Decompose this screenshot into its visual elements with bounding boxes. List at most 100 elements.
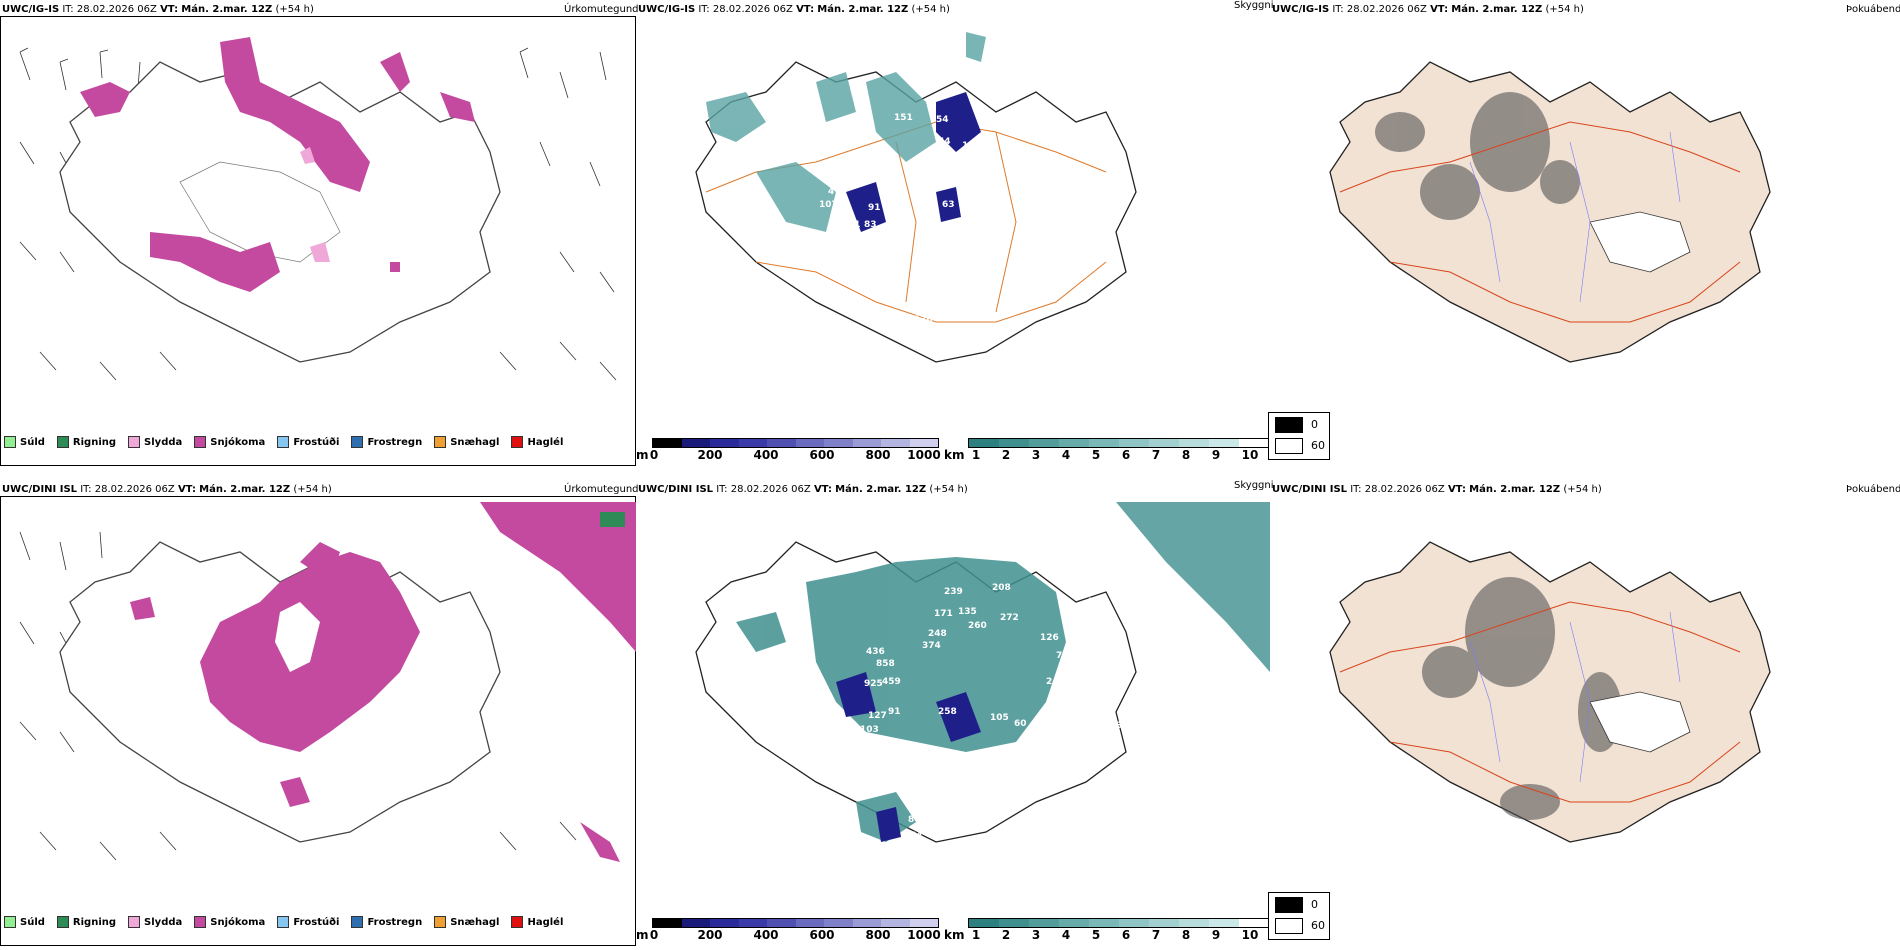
lead-time: (+54 h) xyxy=(293,484,332,495)
fog-key-label: 60 xyxy=(1311,439,1325,452)
row-igis: UWC/IG-IS IT: 28.02.2026 06Z VT: Mán. 2.… xyxy=(0,0,1900,470)
cloud-map: 151 54 54 118 100 18 73 47 107 91 99 63 … xyxy=(695,32,1137,363)
cloud-value-label: 105 xyxy=(990,713,1009,723)
vis-swatch xyxy=(1239,439,1269,447)
iceland-outline xyxy=(1329,541,1771,843)
cloud-map: 562 239 208 171 135 272 260 248 374 336 … xyxy=(695,502,1270,857)
cb-swatch xyxy=(710,439,739,447)
header: UWC/DINI ISL IT: 28.02.2026 06Z VT: Mán.… xyxy=(638,484,968,495)
cb-swatch xyxy=(738,919,767,927)
vis-swatch xyxy=(969,919,999,927)
swatch xyxy=(351,916,364,928)
fog-shading xyxy=(1375,92,1580,220)
model-name: UWC/IG-IS xyxy=(638,4,696,15)
cloud-value-label: 30 xyxy=(932,819,945,829)
cloud-value-label: 925 xyxy=(864,679,883,689)
vis-swatch xyxy=(1089,439,1119,447)
lead-time: (+54 h) xyxy=(1545,4,1584,15)
legend-label: Snæhagl xyxy=(450,436,500,448)
cloudbase-tick: 0 xyxy=(649,448,659,462)
visibility-tick: 3 xyxy=(1031,928,1041,942)
swatch xyxy=(194,436,207,448)
cloudbase-tick: 200 xyxy=(697,928,723,942)
iceland-outline xyxy=(59,61,501,363)
cloud-value-label: 134 xyxy=(1054,719,1073,729)
it-label: IT: xyxy=(716,484,728,495)
visibility-tick: 10 xyxy=(1241,928,1259,942)
cloud-value-label: 327 xyxy=(1090,611,1109,621)
lead-time: (+54 h) xyxy=(911,4,950,15)
rivers xyxy=(1469,131,1681,303)
legend-label: Haglél xyxy=(527,916,564,928)
panel-title: Þokuábendi xyxy=(1846,484,1900,495)
cloud-value-label: 63 xyxy=(942,200,955,210)
legend-label: Súld xyxy=(20,436,45,448)
model-name: UWC/DINI ISL xyxy=(2,484,78,495)
visibility-tick: 7 xyxy=(1151,448,1161,462)
swatch xyxy=(4,916,16,928)
cb-swatch xyxy=(795,439,824,447)
cb-swatch xyxy=(710,919,739,927)
legend-item: Frostregn xyxy=(351,436,422,448)
swatch xyxy=(277,916,290,928)
it-value: 28.02.2026 06Z xyxy=(712,4,793,15)
legend-label: Frostregn xyxy=(367,916,423,928)
legend-label: Frostúði xyxy=(293,916,340,928)
vis-swatch xyxy=(969,439,999,447)
cb-swatch xyxy=(824,439,853,447)
vis-swatch xyxy=(1059,439,1089,447)
vis-swatch xyxy=(1179,919,1209,927)
visibility-tick: 8 xyxy=(1181,448,1191,462)
swatch xyxy=(4,436,16,448)
it-label: IT: xyxy=(698,4,710,15)
it-value: 28.02.2026 06Z xyxy=(730,484,811,495)
legend-item: Súld xyxy=(4,436,45,448)
it-label: IT: xyxy=(80,484,92,495)
model-name: UWC/DINI ISL xyxy=(638,484,714,495)
cloud-value-label: 64 xyxy=(910,831,923,841)
cloudbase-tick: 600 xyxy=(809,448,835,462)
cloudbase-tick: 0 xyxy=(649,928,659,942)
fog-key-swatch xyxy=(1275,897,1303,913)
fog-map xyxy=(1329,61,1771,363)
cloud-value-label: 272 xyxy=(1000,613,1019,623)
roads xyxy=(179,161,341,263)
cloudbase-tick: 600 xyxy=(809,928,835,942)
cloud-value-label: 118 xyxy=(962,141,981,151)
legend-item: Frostregn xyxy=(351,916,422,928)
legend-item: Snjókoma xyxy=(194,916,265,928)
visibility-tick: 10 xyxy=(1241,448,1259,462)
header: UWC/IG-IS IT: 28.02.2026 06Z VT: Mán. 2.… xyxy=(638,4,950,15)
precip-map xyxy=(19,502,636,862)
swatch xyxy=(511,916,524,928)
visibility-tick: 1 xyxy=(971,448,981,462)
cloud-value-label: 260 xyxy=(968,621,987,631)
swatch xyxy=(511,436,524,448)
vt-value: Mán. 2.mar. 12Z xyxy=(1451,4,1543,15)
cloud-value-label: 54 xyxy=(936,115,949,125)
cloud-value-label: 107 xyxy=(819,200,838,210)
cloud-value-label: 99 xyxy=(894,197,907,207)
model-name: UWC/IG-IS xyxy=(1272,4,1330,15)
vt-label: VT: xyxy=(1430,4,1449,15)
cb-swatch xyxy=(767,919,796,927)
visibility-tick: 4 xyxy=(1061,928,1071,942)
panel-title: Úrkomutegund xyxy=(564,4,639,15)
precip-panel: UWC/DINI ISL IT: 28.02.2026 06Z VT: Mán.… xyxy=(0,480,639,950)
visibility-tick: 8 xyxy=(1181,928,1191,942)
precip-frame xyxy=(0,496,636,946)
snow-gaps xyxy=(275,602,320,672)
cloud-value-label: 436 xyxy=(866,647,885,657)
panel-title: Úrkomutegund xyxy=(564,484,639,495)
fog-key-swatch xyxy=(1275,918,1303,934)
header: UWC/DINI ISL IT: 28.02.2026 06Z VT: Mán.… xyxy=(2,484,332,495)
fog-key-label: 0 xyxy=(1311,898,1318,911)
it-label: IT: xyxy=(62,4,74,15)
cloud-value-label: 62 xyxy=(908,847,921,857)
legend-label: Súld xyxy=(20,916,45,928)
header: UWC/IG-IS IT: 28.02.2026 06Z VT: Mán. 2.… xyxy=(1272,4,1584,15)
vt-label: VT: xyxy=(1447,484,1466,495)
visibility-unit: km xyxy=(944,928,965,942)
glacier xyxy=(1589,211,1691,273)
fog-key-swatch xyxy=(1275,438,1303,454)
